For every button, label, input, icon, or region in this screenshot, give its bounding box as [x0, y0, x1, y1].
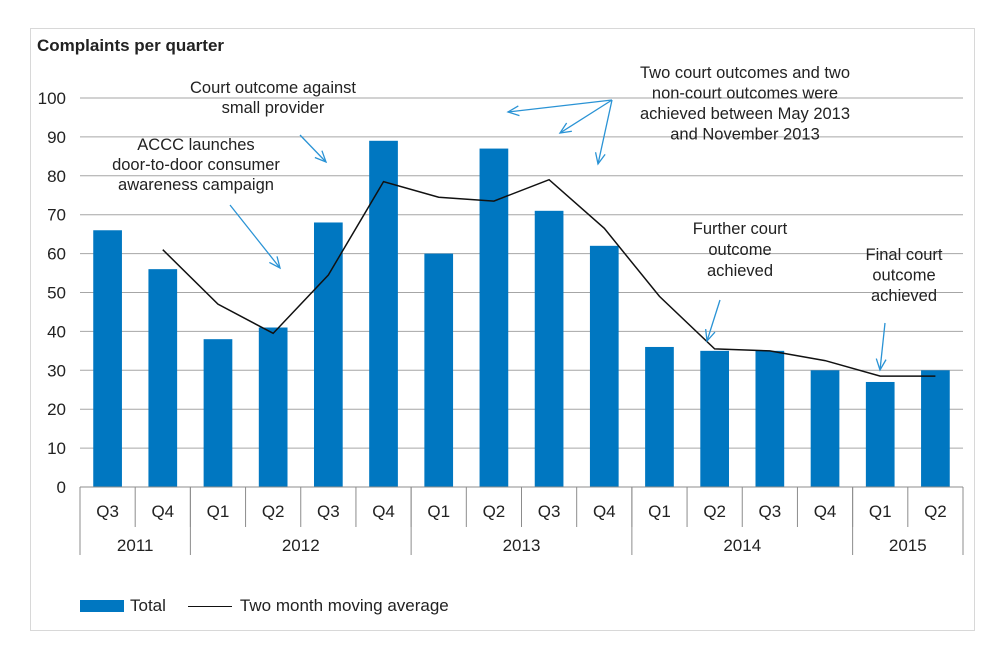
bar [313, 222, 343, 488]
legend-item-moving-average: Two month moving average [187, 596, 449, 616]
annotation-arrow [559, 99, 613, 134]
annotation-arrow [597, 99, 613, 165]
category-label: Q1 [427, 502, 450, 521]
annotation-text: Two court outcomes and two non-court outc… [640, 64, 850, 144]
category-label: Q4 [593, 502, 616, 521]
bar [700, 350, 730, 487]
bar [589, 245, 619, 487]
legend-label-moving-average: Two month moving average [239, 596, 449, 615]
year-label: 2011 [117, 536, 154, 555]
category-label: Q2 [924, 502, 947, 521]
annotation-arrowhead [594, 152, 606, 166]
annotation-arrow [879, 322, 886, 371]
annotation-arrowhead [269, 256, 281, 270]
y-tick-label: 70 [47, 206, 66, 225]
annotation-arrowhead [558, 122, 572, 134]
annotation-arrowhead [506, 105, 520, 117]
y-tick-label: 20 [47, 400, 66, 419]
category-label: Q2 [703, 502, 726, 521]
category-label: Q3 [317, 502, 340, 521]
moving-average-line [162, 178, 936, 377]
y-tick-label: 100 [38, 89, 66, 108]
bar [921, 370, 950, 487]
annotation-arrow [299, 134, 327, 163]
annotation-text: Court outcome against small provider [190, 79, 356, 117]
annotation-arrowhead [314, 150, 328, 164]
year-label: 2015 [889, 536, 927, 555]
category-label: Q1 [869, 502, 892, 521]
year-label: 2012 [282, 536, 320, 555]
category-label: Q4 [814, 502, 837, 521]
annotation-text: Final court outcome achieved [865, 246, 942, 305]
annotation-arrowhead [875, 358, 887, 372]
legend-label-total: Total [130, 596, 166, 615]
bar [258, 327, 288, 487]
bar [369, 140, 398, 488]
bar [810, 370, 840, 487]
bar [479, 148, 509, 487]
category-label: Q1 [207, 502, 230, 521]
chart-frame [30, 28, 975, 631]
legend-line-swatch [187, 605, 232, 607]
bar [203, 339, 233, 487]
year-label: 2014 [723, 536, 761, 555]
annotation-arrow [507, 99, 613, 113]
year-label: 2013 [503, 536, 541, 555]
category-label: Q4 [372, 502, 395, 521]
category-label: Q3 [96, 502, 119, 521]
y-tick-label: 0 [57, 478, 66, 497]
y-tick-label: 80 [47, 167, 66, 186]
y-tick-label: 60 [47, 245, 66, 264]
bar [865, 381, 895, 487]
annotation-arrow [229, 204, 281, 269]
chart-title: Complaints per quarter [37, 36, 225, 55]
annotation-arrow [706, 299, 721, 342]
category-label: Q4 [151, 502, 174, 521]
category-label: Q3 [759, 502, 782, 521]
annotation-text: Further court outcome achieved [693, 220, 788, 280]
legend-item-total: Total [80, 596, 166, 616]
y-tick-label: 40 [47, 322, 66, 341]
category-label: Q3 [538, 502, 561, 521]
category-label: Q1 [648, 502, 671, 521]
annotation-arrowhead [705, 329, 716, 343]
bar [645, 346, 674, 487]
category-label: Q2 [262, 502, 285, 521]
bar [148, 269, 178, 487]
legend-bar-swatch [80, 600, 124, 612]
bar [534, 210, 564, 487]
bar [424, 253, 454, 487]
bar [755, 350, 785, 487]
category-label: Q2 [483, 502, 506, 521]
y-tick-label: 90 [47, 128, 66, 147]
y-tick-label: 50 [47, 284, 66, 303]
legend: Total Two month moving average [80, 596, 471, 616]
y-tick-label: 10 [47, 439, 66, 458]
y-tick-label: 30 [47, 361, 66, 380]
annotation-text: ACCC launches door-to-door consumer awaren… [112, 136, 280, 194]
bar [93, 230, 122, 487]
